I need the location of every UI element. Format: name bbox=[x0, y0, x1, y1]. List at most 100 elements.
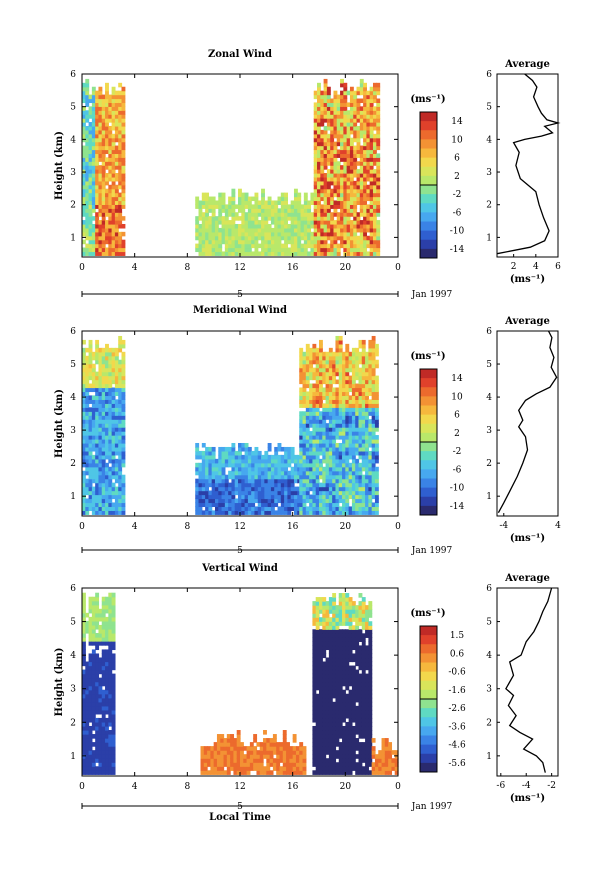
heatmap-cell bbox=[108, 693, 113, 699]
heatmap-cell bbox=[356, 184, 361, 190]
heatmap-cell bbox=[218, 220, 223, 225]
heatmap-cell bbox=[266, 750, 271, 755]
heatmap-cell bbox=[256, 770, 261, 775]
heatmap-cell bbox=[277, 462, 282, 468]
heatmap-cell bbox=[105, 161, 109, 166]
heatmap-cell bbox=[88, 184, 93, 190]
heatmap-cell bbox=[108, 502, 113, 508]
heatmap-cell bbox=[358, 351, 363, 357]
heatmap-cell bbox=[374, 454, 379, 460]
heatmap-cell bbox=[247, 474, 252, 480]
heatmap-cell bbox=[322, 713, 327, 719]
heatmap-cell bbox=[309, 502, 314, 508]
heatmap-cell bbox=[95, 145, 100, 151]
heatmap-cell bbox=[297, 486, 302, 492]
heatmap-cell bbox=[205, 454, 209, 460]
heatmap-cell bbox=[111, 363, 116, 369]
heatmap-cell bbox=[111, 247, 116, 253]
heatmap-cell bbox=[118, 450, 123, 456]
colorbar-tick-label: -14 bbox=[450, 502, 465, 512]
heatmap-cell bbox=[88, 363, 93, 369]
heatmap-cell bbox=[332, 375, 337, 381]
heatmap-cell bbox=[226, 758, 231, 763]
heatmap-cell bbox=[95, 403, 100, 408]
heatmap-cell bbox=[105, 86, 109, 92]
heatmap-cell bbox=[98, 446, 103, 452]
heatmap-cell bbox=[356, 251, 361, 256]
heatmap-cell bbox=[220, 770, 225, 775]
heatmap-cell bbox=[312, 758, 317, 763]
heatmap-cell bbox=[82, 685, 86, 691]
heatmap-cell bbox=[312, 770, 317, 775]
heatmap-cell bbox=[359, 196, 364, 202]
heatmap-cell bbox=[317, 251, 321, 256]
heatmap-cell bbox=[349, 165, 354, 170]
heatmap-cell bbox=[88, 423, 93, 428]
heatmap-cell bbox=[338, 482, 343, 488]
heatmap-cell bbox=[195, 502, 200, 508]
heatmap-cell bbox=[82, 129, 86, 135]
heatmap-cell bbox=[359, 165, 364, 170]
heatmap-cell bbox=[309, 450, 314, 456]
heatmap-cell bbox=[105, 689, 109, 695]
heatmap-cell bbox=[326, 141, 331, 147]
heatmap-cell bbox=[338, 442, 343, 448]
heatmap-cell bbox=[98, 415, 103, 420]
heatmap-cell bbox=[320, 212, 325, 217]
heatmap-cell bbox=[95, 383, 100, 389]
heatmap-cell bbox=[376, 231, 381, 237]
heatmap-cell bbox=[85, 102, 90, 107]
heatmap-cell bbox=[355, 466, 360, 472]
heatmap-cell bbox=[319, 621, 323, 626]
heatmap-cell bbox=[213, 770, 218, 775]
heatmap-cell bbox=[276, 746, 281, 751]
heatmap-cell bbox=[95, 343, 100, 349]
heatmap-cell bbox=[101, 379, 106, 385]
heatmap-cell bbox=[218, 490, 223, 496]
heatmap-cell bbox=[340, 196, 344, 202]
heatmap-cell bbox=[345, 450, 350, 456]
heatmap-cell bbox=[101, 697, 106, 703]
heatmap-cell bbox=[335, 442, 340, 448]
heatmap-cell bbox=[313, 173, 318, 178]
heatmap-cell bbox=[95, 721, 100, 727]
heatmap-cell bbox=[340, 223, 344, 229]
heatmap-cell bbox=[317, 149, 321, 155]
heatmap-cell bbox=[101, 466, 106, 472]
heatmap-cell bbox=[325, 657, 330, 663]
heatmap-cell bbox=[82, 734, 86, 739]
heatmap-cell bbox=[111, 231, 116, 237]
heatmap-cell bbox=[361, 411, 366, 416]
heatmap-cell bbox=[257, 494, 262, 500]
heatmap-cell bbox=[91, 673, 96, 679]
heatmap-cell bbox=[247, 239, 252, 245]
heatmap-cell bbox=[369, 114, 374, 119]
heatmap-cell bbox=[328, 681, 333, 687]
heatmap-cell bbox=[355, 407, 360, 412]
heatmap-cell bbox=[322, 427, 327, 432]
heatmap-cell bbox=[326, 114, 331, 119]
heatmap-cell bbox=[221, 510, 226, 515]
heatmap-cell bbox=[353, 118, 358, 123]
colorbar-swatch bbox=[420, 378, 437, 388]
heatmap-cell bbox=[323, 78, 328, 84]
heatmap-cell bbox=[277, 482, 282, 488]
heatmap-cell bbox=[259, 750, 264, 755]
heatmap-cell bbox=[101, 681, 106, 687]
heatmap-cell bbox=[82, 176, 86, 182]
heatmap-cell bbox=[363, 141, 367, 147]
heatmap-cell bbox=[108, 510, 113, 515]
heatmap-cell bbox=[356, 106, 361, 111]
heatmap-cell bbox=[247, 223, 252, 229]
heatmap-cell bbox=[82, 407, 86, 412]
heatmap-cell bbox=[82, 730, 86, 735]
heatmap-cell bbox=[371, 427, 376, 432]
heatmap-cell bbox=[218, 200, 223, 205]
heatmap-cell bbox=[295, 762, 300, 767]
heatmap-cell bbox=[309, 407, 314, 412]
heatmap-cell bbox=[85, 620, 90, 626]
heatmap-cell bbox=[313, 133, 318, 139]
heatmap-cell bbox=[346, 161, 351, 166]
heatmap-cell bbox=[88, 482, 93, 488]
heatmap-cell bbox=[358, 506, 363, 511]
